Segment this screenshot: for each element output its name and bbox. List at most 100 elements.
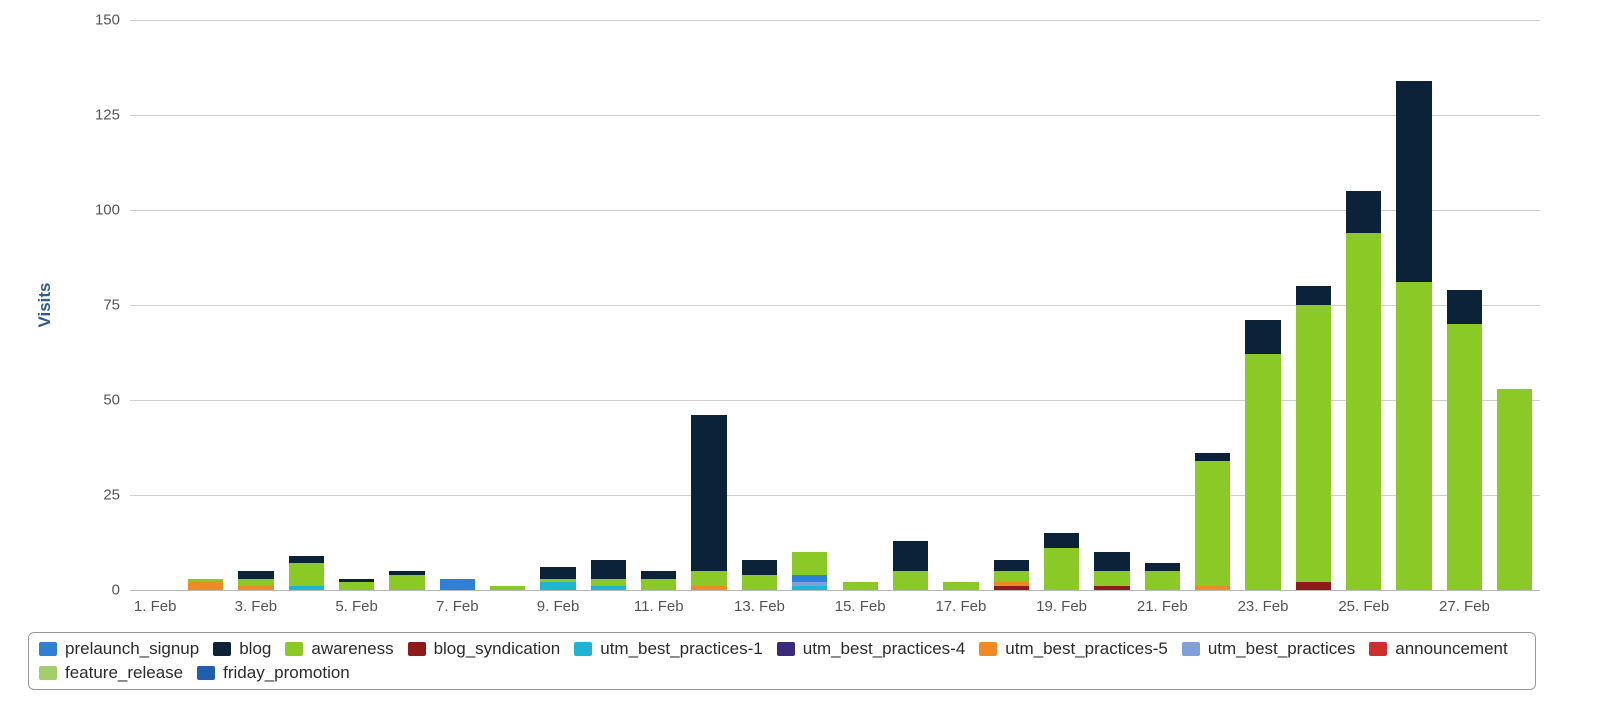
legend-item-awareness[interactable]: awareness — [285, 639, 393, 659]
bar — [490, 586, 525, 590]
y-tick-label: 0 — [112, 582, 130, 599]
legend-swatch — [213, 642, 231, 656]
legend-item-prelaunch_signup[interactable]: prelaunch_signup — [39, 639, 199, 659]
bar-segment-blog — [1396, 81, 1431, 282]
bar-segment-utm_best_practices_1 — [792, 586, 827, 590]
bar — [1346, 191, 1381, 590]
legend-label: utm_best_practices-1 — [600, 639, 763, 659]
legend-item-utm_best_practices[interactable]: utm_best_practices — [1182, 639, 1355, 659]
bar-segment-utm_best_practices_1 — [591, 586, 626, 590]
legend-label: friday_promotion — [223, 663, 350, 683]
bar — [691, 415, 726, 590]
legend-label: prelaunch_signup — [65, 639, 199, 659]
y-tick-label: 150 — [95, 12, 130, 29]
bar-segment-utm_best_practices_5 — [691, 586, 726, 590]
legend-swatch — [1369, 642, 1387, 656]
bar-segment-awareness — [389, 575, 424, 590]
legend-label: utm_best_practices-5 — [1005, 639, 1168, 659]
bar-segment-blog — [994, 560, 1029, 571]
legend-item-announcement[interactable]: announcement — [1369, 639, 1507, 659]
bar-segment-blog — [540, 567, 575, 578]
bar — [641, 571, 676, 590]
bar — [1044, 533, 1079, 590]
bar-segment-awareness — [893, 571, 928, 590]
bar-segment-awareness — [742, 575, 777, 590]
x-tick-label: 7. Feb — [436, 590, 479, 615]
x-tick-label: 13. Feb — [734, 590, 785, 615]
bar-segment-blog_syndication — [994, 586, 1029, 590]
legend-swatch — [285, 642, 303, 656]
bar — [238, 571, 273, 590]
legend-label: blog_syndication — [434, 639, 561, 659]
legend-item-feature_release[interactable]: feature_release — [39, 663, 183, 683]
bar-segment-blog — [339, 579, 374, 583]
legend-item-blog[interactable]: blog — [213, 639, 271, 659]
bar-segment-blog — [641, 571, 676, 579]
legend-label: blog — [239, 639, 271, 659]
bar — [943, 582, 978, 590]
bar-segment-blog — [1346, 191, 1381, 233]
bar — [1245, 320, 1280, 590]
x-tick-label: 17. Feb — [935, 590, 986, 615]
legend-swatch — [1182, 642, 1200, 656]
bar — [591, 560, 626, 590]
bar-segment-awareness — [490, 586, 525, 590]
bar-segment-utm_best_practices_5 — [1195, 586, 1230, 590]
bar-segment-awareness — [1396, 282, 1431, 590]
bar — [440, 579, 475, 590]
chart-plot-area: 02550751001251501. Feb3. Feb5. Feb7. Feb… — [130, 20, 1540, 590]
bar — [1447, 290, 1482, 590]
legend-item-friday_promotion[interactable]: friday_promotion — [197, 663, 350, 683]
legend-item-utm_best_practices_4[interactable]: utm_best_practices-4 — [777, 639, 966, 659]
bar-segment-utm_best_practices_5 — [994, 582, 1029, 586]
legend-swatch — [39, 642, 57, 656]
bar-segment-awareness — [188, 579, 223, 583]
y-tick-label: 75 — [103, 297, 130, 314]
bar — [893, 541, 928, 590]
legend-label: awareness — [311, 639, 393, 659]
bar-segment-awareness — [1094, 571, 1129, 586]
bar-segment-blog — [1145, 563, 1180, 571]
bar-segment-blog — [691, 415, 726, 571]
legend-swatch — [197, 666, 215, 680]
legend-swatch — [39, 666, 57, 680]
gridline — [130, 210, 1540, 211]
x-tick-label: 1. Feb — [134, 590, 177, 615]
y-tick-label: 25 — [103, 487, 130, 504]
legend-item-utm_best_practices_1[interactable]: utm_best_practices-1 — [574, 639, 763, 659]
legend-swatch — [979, 642, 997, 656]
bar-segment-awareness — [1245, 354, 1280, 590]
x-tick-label: 15. Feb — [835, 590, 886, 615]
bar-segment-awareness — [238, 579, 273, 587]
legend-item-utm_best_practices_5[interactable]: utm_best_practices-5 — [979, 639, 1168, 659]
bar-segment-blog — [1094, 552, 1129, 571]
bar-segment-blog — [289, 556, 324, 564]
bar-segment-awareness — [1346, 233, 1381, 590]
bar-segment-blog — [1245, 320, 1280, 354]
bar-segment-awareness — [540, 579, 575, 583]
legend-item-blog_syndication[interactable]: blog_syndication — [408, 639, 561, 659]
bar-segment-prelaunch_signup — [440, 579, 475, 590]
x-tick-label: 9. Feb — [537, 590, 580, 615]
x-tick-label: 11. Feb — [634, 590, 684, 615]
bar-segment-awareness — [843, 582, 878, 590]
bar-segment-awareness — [1497, 389, 1532, 590]
bar-segment-awareness — [792, 552, 827, 575]
bar-segment-blog — [389, 571, 424, 575]
legend-swatch — [408, 642, 426, 656]
x-tick-label: 21. Feb — [1137, 590, 1188, 615]
bar-segment-blog — [893, 541, 928, 571]
bar-segment-awareness — [1044, 548, 1079, 590]
bar — [742, 560, 777, 590]
bar — [792, 552, 827, 590]
bar — [188, 579, 223, 590]
visits-stacked-bar-chart: 02550751001251501. Feb3. Feb5. Feb7. Feb… — [0, 0, 1600, 725]
legend-label: utm_best_practices-4 — [803, 639, 966, 659]
bar — [1497, 389, 1532, 590]
bar — [1195, 453, 1230, 590]
bar-segment-awareness — [691, 571, 726, 586]
bar — [389, 571, 424, 590]
bar-segment-utm_best_practices — [792, 582, 827, 586]
y-tick-label: 100 — [95, 202, 130, 219]
bar-segment-blog — [1044, 533, 1079, 548]
